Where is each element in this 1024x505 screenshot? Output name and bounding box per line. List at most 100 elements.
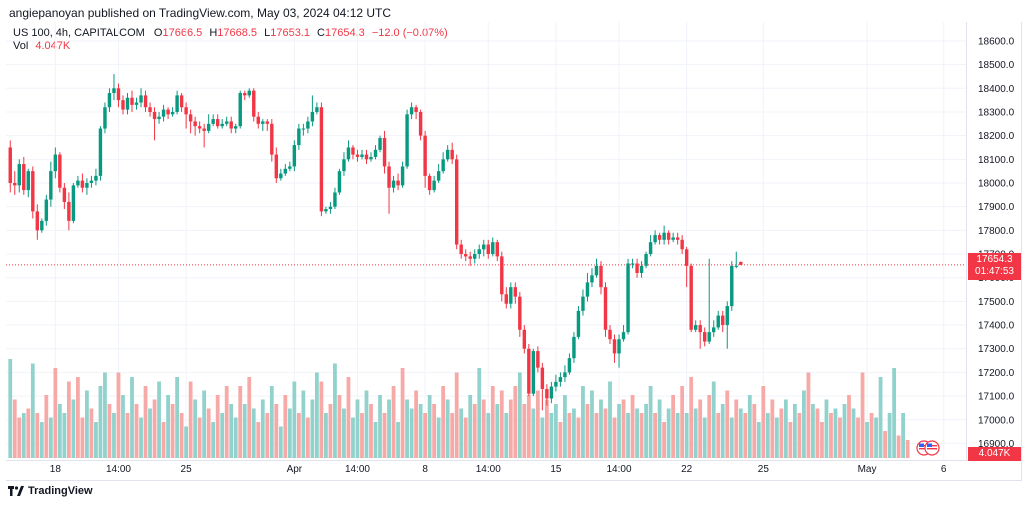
- candle: [549, 381, 554, 404]
- volume-bar: [567, 413, 572, 458]
- volume-bar: [793, 404, 797, 458]
- candle: [67, 192, 71, 231]
- volume-bar: [328, 404, 333, 458]
- candle: [581, 289, 585, 316]
- candle: [473, 249, 477, 264]
- candle-body: [283, 168, 288, 174]
- candle: [283, 164, 288, 176]
- candle-body: [671, 237, 675, 240]
- candle-body: [432, 180, 436, 191]
- volume-bar: [85, 390, 89, 458]
- volume-bar: [563, 395, 567, 458]
- candle: [702, 327, 707, 347]
- candle: [306, 116, 310, 134]
- time-tick-label: May: [858, 464, 877, 475]
- candle: [635, 258, 639, 278]
- candle: [391, 175, 396, 193]
- candle-body: [315, 107, 319, 112]
- volume-bar: [797, 413, 802, 458]
- candle-body: [328, 206, 333, 210]
- candle-body: [265, 121, 270, 124]
- volume-bar: [644, 404, 648, 458]
- volume-bar: [666, 408, 671, 458]
- candle: [463, 249, 468, 262]
- volume-bar: [310, 399, 315, 458]
- candle-body: [540, 367, 545, 389]
- volume-bar: [729, 417, 734, 458]
- volume-legend: Vol 4.047K: [13, 40, 70, 52]
- candle-body: [486, 244, 490, 255]
- candle-body: [184, 107, 188, 115]
- candle-body: [179, 95, 184, 108]
- candle: [382, 130, 387, 174]
- candle: [211, 114, 215, 127]
- symbol-label[interactable]: US 100, 4h, CAPITALCOM: [13, 27, 145, 39]
- price-tick-label: 17900.0: [978, 202, 1015, 213]
- volume-bar: [508, 399, 513, 458]
- volume-bar: [17, 417, 22, 458]
- volume-bar: [107, 404, 112, 458]
- candle: [112, 74, 116, 101]
- open-value: 17666.5: [162, 27, 203, 39]
- volume-bar: [802, 390, 806, 458]
- candle: [364, 149, 369, 165]
- volume-bar: [400, 368, 405, 458]
- candle: [436, 164, 441, 183]
- vol-label[interactable]: Vol: [13, 40, 29, 52]
- footer-brand[interactable]: TradingView: [8, 485, 93, 497]
- us-flag-icon[interactable]: [916, 440, 940, 456]
- volume-bar: [599, 399, 603, 458]
- volume-bar: [296, 413, 301, 458]
- candle: [346, 140, 351, 162]
- candle-body: [648, 242, 653, 255]
- volume-bar: [756, 422, 761, 458]
- volume-bar: [418, 404, 423, 458]
- low-label: L: [264, 27, 271, 39]
- candle: [17, 159, 21, 193]
- candle-body: [360, 154, 364, 157]
- high-label: H: [209, 27, 218, 39]
- volume-bar: [540, 417, 545, 458]
- price-tick-label: 18300.0: [978, 107, 1015, 118]
- volume-bar: [851, 408, 856, 458]
- volume-bar: [680, 386, 685, 458]
- candle-body: [234, 126, 238, 129]
- candle-body: [689, 265, 693, 330]
- candle: [89, 175, 94, 188]
- volume-bar: [143, 386, 148, 458]
- candle: [450, 142, 454, 165]
- candle: [324, 206, 328, 214]
- volume-bar: [152, 399, 157, 458]
- candle-body: [252, 90, 256, 117]
- candle: [369, 152, 373, 162]
- candle: [58, 152, 62, 193]
- candle-body: [324, 209, 328, 212]
- candle-body: [112, 88, 116, 94]
- candle: [644, 251, 648, 269]
- candle: [116, 83, 121, 108]
- volume-bar: [860, 372, 865, 458]
- volume-bars: [8, 359, 910, 458]
- volume-bar: [89, 408, 94, 458]
- candle: [459, 239, 463, 259]
- volume-bar: [463, 417, 468, 458]
- tradingview-logo-icon: [8, 486, 24, 496]
- candle: [35, 204, 40, 240]
- candle-body: [26, 171, 31, 191]
- volume-bar: [639, 413, 644, 458]
- volume-bar: [305, 417, 310, 458]
- volume-bar: [44, 395, 49, 458]
- price-tick-label: 18200.0: [978, 131, 1015, 142]
- candle: [716, 310, 720, 330]
- candle: [292, 140, 297, 172]
- candle-body: [67, 201, 71, 221]
- candle-body: [382, 138, 387, 167]
- candle: [405, 109, 409, 169]
- volume-bar: [278, 426, 283, 458]
- volume-bar: [432, 404, 437, 458]
- candle-body: [418, 111, 423, 136]
- volume-bar: [134, 404, 139, 458]
- candle-body: [337, 171, 342, 193]
- candle: [342, 152, 346, 176]
